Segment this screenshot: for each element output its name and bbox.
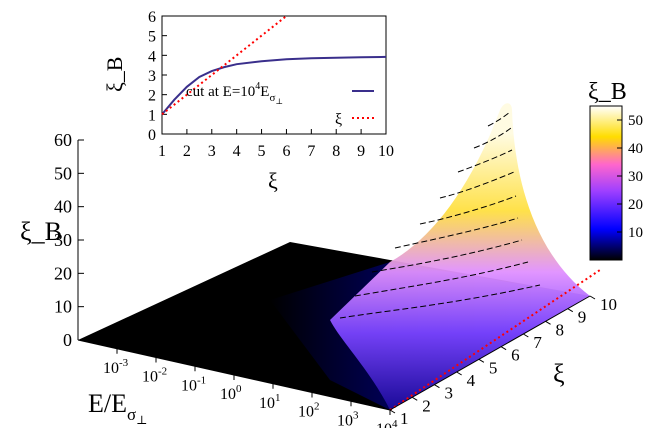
y-tick-label: 4: [467, 371, 476, 390]
y-tick-label: 7: [533, 333, 542, 352]
x-tick-label: 10-2: [142, 366, 167, 386]
contour-line: [394, 217, 519, 249]
z-tick-label: 0: [63, 330, 72, 350]
y-tick-label: 10: [600, 295, 617, 314]
y-tick-mark: [545, 320, 551, 325]
colorbar-tick-label: 40: [628, 141, 643, 157]
x-tick-label: 10-3: [103, 357, 129, 377]
inset-x-label: ξ: [268, 168, 278, 193]
y-tick-label: 8: [556, 320, 565, 339]
surface-contours: [339, 111, 541, 319]
x-tick-label: 103: [337, 409, 359, 428]
inset-series-xi-line: [161, 15, 288, 116]
colorbar-ticks: 10 20 30 40 50: [617, 113, 643, 241]
contour-line: [487, 111, 511, 127]
z-axis-label: ξ_B: [20, 217, 62, 246]
x-tick-label: 101: [259, 392, 281, 412]
inset-y-label: ξ_B: [102, 57, 127, 92]
y-tick-label: 1: [400, 409, 409, 428]
y-tick-mark: [456, 371, 462, 376]
inset-y-tick-label: 2: [148, 88, 156, 105]
contour-line: [419, 195, 517, 225]
inset-y-tick-label: 3: [148, 68, 156, 85]
colorbar-tick-label: 50: [628, 113, 643, 129]
inset-frame: [161, 15, 387, 135]
x-tick-label: 102: [298, 401, 320, 421]
inset-x-tick-label: 8: [332, 143, 340, 160]
z-tick-label: 30: [54, 230, 72, 250]
surface-ridge: [330, 103, 590, 410]
y-tick-label: 2: [422, 396, 431, 415]
inset-x-tick-label: 2: [183, 143, 191, 160]
contour-line: [457, 149, 513, 173]
z-tick-label: 50: [54, 163, 72, 183]
y-tick-mark: [589, 295, 596, 300]
y-tick-label: 9: [578, 308, 587, 327]
x-tick-label: 104: [376, 418, 398, 428]
z-tick-label: 60: [54, 130, 72, 150]
inset-x-tick-label: 10: [378, 143, 394, 160]
y-axis-label: ξ: [553, 359, 565, 388]
z-axis-ticks: 0 10 20 30 40 50 60: [54, 130, 84, 350]
inset-y-tick-label: 0: [148, 127, 156, 144]
y-tick-label: 5: [489, 358, 498, 377]
y-tick-mark: [389, 409, 396, 414]
surface-identity-line: [389, 269, 601, 411]
y-tick-label: 3: [444, 384, 453, 403]
colorbar-scale: [589, 105, 623, 261]
inset-y-tick-label: 1: [148, 107, 156, 124]
y-tick-mark: [434, 384, 440, 389]
inset-x-tick-label: 7: [307, 143, 315, 160]
inset-series-cut-line: [161, 55, 387, 115]
inset-x-tick-label: 6: [282, 143, 290, 160]
inset-x-tick-label: 1: [158, 143, 166, 160]
inset-series: [161, 15, 387, 116]
y-tick-mark: [411, 396, 418, 401]
colorbar-title: ξ_B: [588, 79, 627, 105]
z-tick-label: 20: [54, 263, 72, 283]
colorbar-tick-label: 10: [628, 225, 643, 241]
inset-y-tick-label: 5: [148, 29, 156, 46]
y-tick-mark: [523, 333, 529, 338]
colorbar: ξ_B 10 20 30 40 50: [588, 79, 643, 261]
contour-line: [473, 127, 512, 149]
legend-entry-xi: ξ: [335, 111, 342, 128]
inset-x-tick-label: 3: [208, 143, 216, 160]
x-axis-label: E/Eσ⊥: [88, 389, 147, 427]
x-tick-label: 100: [220, 383, 242, 403]
colorbar-tick-label: 20: [628, 197, 643, 213]
colorbar-tick-label: 30: [628, 169, 643, 185]
inset-y-tick-label: 4: [148, 48, 156, 65]
contour-line: [371, 239, 523, 273]
inset-x-tick-label: 9: [357, 143, 365, 160]
y-tick-label: 6: [511, 346, 519, 365]
y-tick-mark: [567, 308, 574, 313]
z-tick-label: 40: [54, 197, 72, 217]
y-tick-mark: [500, 346, 507, 351]
contour-line: [439, 171, 515, 199]
inset-x-tick-label: 5: [258, 143, 266, 160]
y-tick-mark: [478, 358, 485, 363]
x-tick-label: 10-1: [181, 374, 206, 394]
inset-x-tick-label: 4: [233, 143, 241, 160]
y-axis-line: [389, 295, 591, 411]
z-tick-label: 10: [54, 297, 72, 317]
contour-line: [339, 284, 541, 319]
inset-y-tick-label: 6: [148, 9, 156, 26]
